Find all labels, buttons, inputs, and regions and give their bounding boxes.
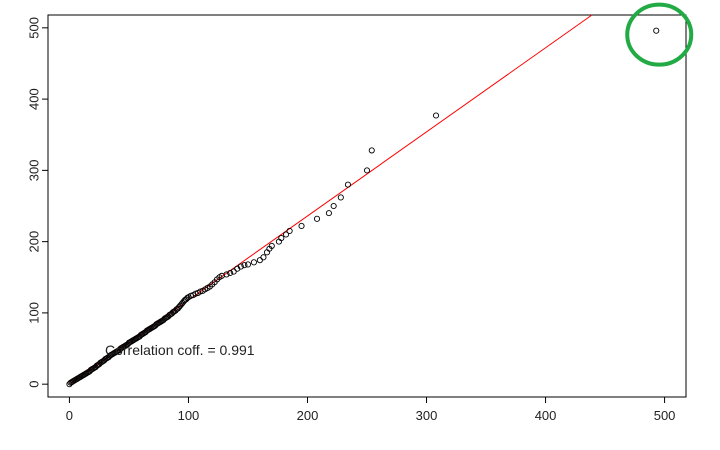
x-tick-label: 300 [416, 408, 438, 423]
data-point [325, 210, 332, 217]
x-tick-label: 0 [66, 408, 73, 423]
data-point [298, 222, 305, 230]
correlation-annotation: Correlation coff. = 0.991 [105, 342, 255, 358]
data-point [223, 271, 230, 278]
data-point [244, 261, 252, 268]
data-point [278, 235, 285, 242]
data-point [237, 263, 244, 270]
highlight-layer [625, 2, 694, 67]
data-point [283, 231, 290, 238]
data-point [268, 242, 275, 249]
x-tick-label: 500 [654, 408, 676, 423]
data-point [344, 181, 352, 188]
y-tick-label: 0 [26, 381, 41, 388]
highlight-circle [625, 2, 694, 67]
data-point [227, 269, 234, 277]
data-point [653, 27, 660, 34]
x-tick-label: 400 [535, 408, 557, 423]
x-axis: 0 100 200 300 400 500 [66, 396, 676, 423]
plot-area: Correlation coff. = 0.991 [47, 2, 694, 398]
data-point [241, 262, 248, 269]
data-point [337, 194, 344, 201]
y-tick-label: 100 [26, 302, 41, 324]
data-point [313, 215, 321, 222]
data-point [330, 202, 337, 210]
data-point [250, 259, 257, 266]
data-point [286, 227, 293, 234]
plot-frame [47, 14, 687, 398]
data-point [363, 167, 371, 174]
y-tick-label: 300 [26, 160, 41, 182]
y-tick-label: 200 [26, 231, 41, 253]
data-points [66, 27, 660, 388]
y-tick-label: 400 [26, 88, 41, 110]
y-axis: 0 100 200 300 400 500 [26, 17, 49, 388]
data-point [432, 112, 440, 119]
x-tick-label: 200 [297, 408, 319, 423]
x-tick-label: 100 [178, 408, 200, 423]
data-point [368, 147, 375, 154]
data-point [260, 254, 267, 261]
y-tick-label: 500 [26, 17, 41, 39]
